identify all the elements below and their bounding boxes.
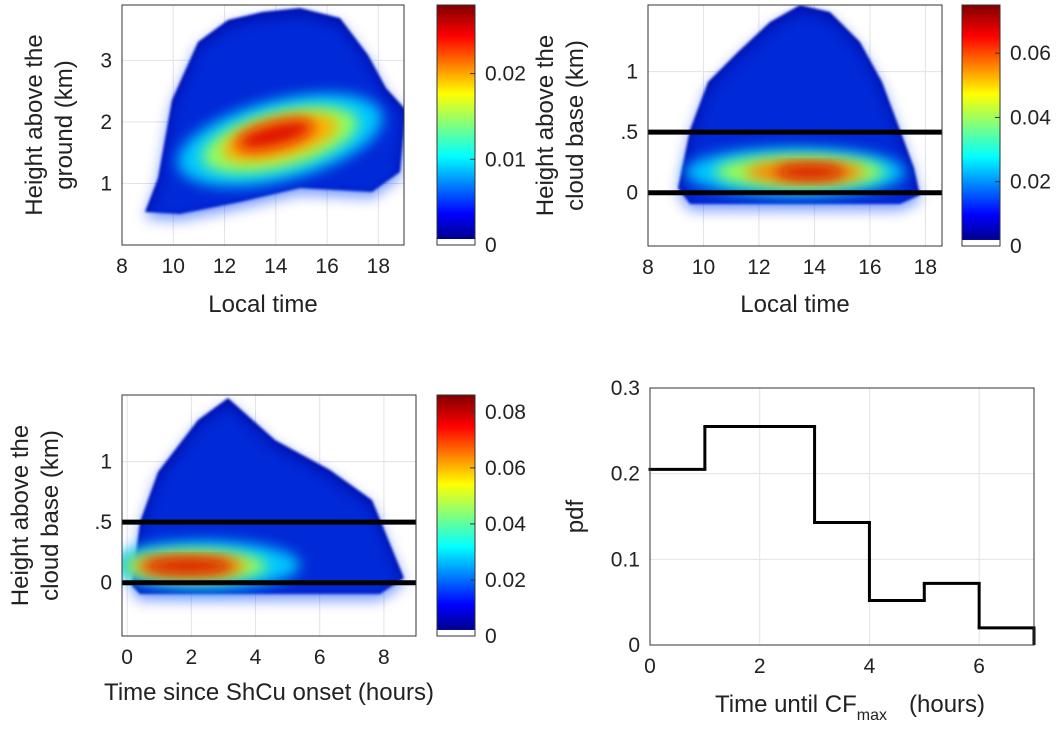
- colorbar: [436, 394, 476, 637]
- x-tick-label: 18: [914, 256, 937, 279]
- x-axis-label: Local time: [208, 291, 317, 318]
- colorbar-tick-label: 0.04: [1010, 106, 1051, 129]
- axes-box: [649, 387, 1035, 646]
- x-tick-label: 12: [213, 255, 236, 278]
- colorbar-tick-label: 0: [485, 625, 497, 648]
- y-axis-label: Height above the: [532, 35, 559, 216]
- colorbar-tick-label: 0: [1010, 235, 1022, 258]
- y-tick-label: 1: [100, 172, 112, 195]
- colorbar-tick-label: 0.01: [485, 148, 526, 171]
- colorbar-tick-label: 0.06: [1010, 42, 1051, 65]
- axes-box: [121, 4, 405, 246]
- axes-box: [121, 394, 417, 637]
- heatmap: [122, 398, 404, 600]
- y-tick-label: .5: [94, 511, 112, 534]
- x-tick-label: 10: [692, 256, 715, 279]
- x-tick-label: 6: [314, 646, 326, 669]
- x-axis-label: Time since ShCu onset (hours): [104, 679, 434, 706]
- y-tick-label: 0: [628, 634, 640, 657]
- colorbar-tick-label: 0.08: [485, 401, 526, 424]
- x-tick-label: 10: [162, 255, 185, 278]
- density-core: [775, 165, 845, 179]
- colorbar-tick-label: 0.02: [485, 63, 526, 86]
- x-tick-label: 8: [378, 646, 390, 669]
- y-tick-label: 0.2: [611, 463, 640, 486]
- x-label-sub: max: [857, 707, 887, 724]
- x-tick-label: 16: [858, 256, 881, 279]
- x-tick-label: 6: [973, 655, 985, 678]
- y-tick-label: 2: [100, 111, 112, 134]
- y-tick-label: 0: [100, 572, 112, 595]
- y-axis-label: cloud base (km): [37, 430, 64, 601]
- heatmap: [145, 8, 404, 220]
- x-tick-label: 12: [747, 256, 770, 279]
- y-axis-label: ground (km): [51, 60, 78, 189]
- y-axis-label: Height above the: [21, 34, 48, 215]
- x-tick-label: 14: [264, 255, 288, 278]
- x-tick-label: 2: [185, 646, 197, 669]
- y-tick-label: 1: [626, 61, 638, 84]
- y-tick-label: 0: [626, 182, 638, 205]
- x-label-text: Time until CF: [715, 691, 857, 718]
- y-tick-label: 1: [100, 451, 112, 474]
- x-tick-label: 14: [803, 256, 827, 279]
- density-core: [236, 119, 314, 151]
- y-tick-label: 0.1: [611, 548, 640, 571]
- colorbar-tick-label: 0.02: [485, 569, 526, 592]
- y-tick-label: 0.3: [611, 377, 640, 400]
- y-tick-label: 3: [100, 49, 112, 72]
- x-tick-label: 4: [250, 646, 262, 669]
- density-core: [143, 559, 233, 573]
- x-tick-label: 8: [116, 255, 128, 278]
- x-tick-label: 0: [121, 646, 133, 669]
- x-label-unit: (hours): [909, 691, 985, 718]
- colorbar: [436, 4, 476, 246]
- x-tick-label: 16: [315, 255, 338, 278]
- x-axis-label: Local time: [740, 291, 849, 318]
- x-tick-label: 8: [642, 256, 654, 279]
- colorbar-tick-label: 0.06: [485, 457, 526, 480]
- plot-area: [650, 388, 1034, 645]
- x-tick-label: 0: [644, 655, 656, 678]
- y-axis-label: pdf: [562, 499, 589, 533]
- axes-box: [647, 4, 943, 247]
- heatmap: [678, 5, 920, 210]
- x-tick-label: 2: [754, 655, 766, 678]
- colorbar-tick-label: 0.04: [485, 513, 526, 536]
- colorbar-tick-label: 0: [485, 234, 497, 257]
- y-axis-label: cloud base (km): [562, 40, 589, 211]
- colorbar-tick-label: 0.02: [1010, 171, 1051, 194]
- x-tick-label: 4: [864, 655, 876, 678]
- x-axis-label: Time until CFmax (hours): [715, 691, 985, 724]
- y-tick-label: .5: [620, 121, 638, 144]
- y-axis-label: Height above the: [7, 425, 34, 606]
- x-tick-label: 18: [367, 255, 390, 278]
- colorbar: [961, 4, 1001, 247]
